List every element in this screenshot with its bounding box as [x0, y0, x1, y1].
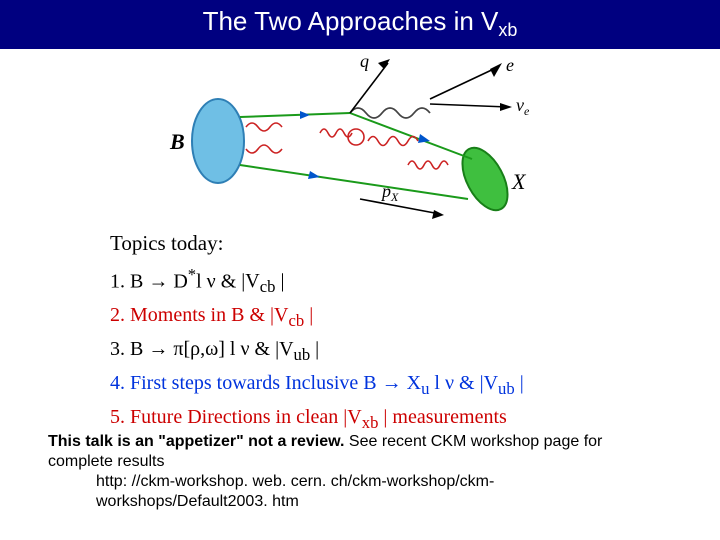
footer-block: This talk is an "appetizer" not a review… [48, 432, 690, 512]
footer-bold: This talk is an "appetizer" not a review… [48, 433, 344, 450]
label-q: q [360, 51, 369, 71]
topic-1-num: 1. [110, 270, 125, 292]
topic-row-3: 3. B → π[ρ,ω] l ν & |Vub | [110, 334, 720, 368]
nu-line [430, 104, 508, 107]
topics-block: Topics today: 1. B → D*l ν & |Vcb | 2. M… [110, 227, 720, 435]
x-hadron-ellipse [453, 141, 517, 218]
topic-row-1: 1. B → D*l ν & |Vcb | [110, 262, 720, 300]
topic-4-matrix: |Vub | [480, 372, 524, 394]
nu-arrow [500, 103, 512, 111]
topic-3-body-a: B → π[ρ,ω] l ν & [130, 338, 275, 360]
arrow-bottom [308, 171, 320, 179]
pX-arrow [432, 210, 444, 219]
decay-diagram-svg: B X q e νe [150, 49, 570, 219]
topics-header: Topics today: [110, 227, 720, 260]
e-line [430, 67, 498, 99]
footer-line1b: See recent CKM workshop page for [344, 433, 602, 450]
topic-5-num: 5. [110, 406, 125, 428]
gluon-4 [368, 137, 418, 146]
topic-1-body-b: l ν & [196, 270, 241, 292]
label-X: X [511, 169, 527, 194]
title-prefix: The Two Approaches in V [203, 6, 499, 36]
gluon-3 [320, 129, 352, 137]
footer-line-2: complete results [48, 452, 690, 472]
slide-title-bar: The Two Approaches in Vxb [0, 0, 720, 49]
topic-row-2: 2. Moments in B & |Vcb | [110, 300, 720, 334]
footer-line-1: This talk is an "appetizer" not a review… [48, 432, 690, 452]
b-meson-ellipse [192, 99, 244, 183]
topic-5-matrix: |Vxb | measurements [343, 406, 507, 428]
q-line [350, 63, 388, 113]
footer-url-2: workshops/Default2003. htm [96, 492, 690, 512]
title-subscript: xb [498, 20, 517, 40]
label-B: B [169, 129, 185, 154]
quark-line-to-x [350, 113, 472, 159]
decay-diagram: B X q e νe [0, 49, 720, 219]
gluon-1 [246, 123, 282, 131]
gluon-5 [408, 161, 448, 169]
topic-row-4: 4. First steps towards Inclusive B → Xu … [110, 368, 720, 402]
topic-2-matrix: |Vcb | [270, 304, 313, 326]
footer-url-1: http: //ckm-workshop. web. cern. ch/ckm-… [96, 472, 690, 492]
topic-row-5: 5. Future Directions in clean |Vxb | mea… [110, 402, 720, 436]
e-arrow [490, 63, 502, 77]
label-e: e [506, 55, 514, 75]
slide-title-text: The Two Approaches in Vxb [203, 6, 518, 36]
label-pX: pX [380, 181, 399, 204]
label-nu: νe [516, 95, 530, 118]
arrow-top [300, 111, 310, 119]
topic-2-num: 2. [110, 304, 125, 326]
topic-2-body-a: Moments in B & [130, 304, 270, 326]
topic-4-num: 4. [110, 372, 125, 394]
quark-line-top [240, 113, 350, 117]
topic-4-body-a: First steps towards Inclusive B → X [130, 372, 421, 394]
topic-1-matrix: |Vcb | [241, 270, 284, 292]
quark-line-bottom [240, 165, 468, 199]
topic-1-body-a: B → D [130, 270, 188, 292]
pX-line [360, 199, 440, 214]
topic-3-num: 3. [110, 338, 125, 360]
topic-5-body-a: Future Directions in clean [130, 406, 343, 428]
topic-4-body-b: l ν & [429, 372, 479, 394]
topic-1-sup: * [188, 265, 196, 284]
gluon-2 [246, 145, 282, 153]
gluon-loop [348, 129, 364, 145]
topic-3-matrix: |Vub | [275, 338, 319, 360]
